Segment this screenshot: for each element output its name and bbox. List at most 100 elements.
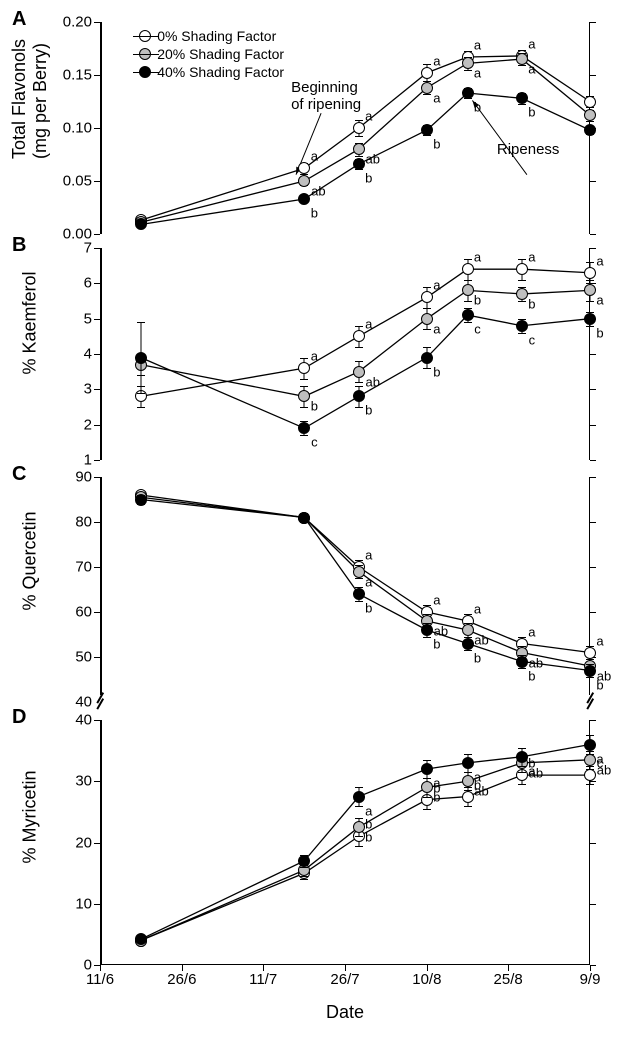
legend-marker — [139, 48, 151, 60]
y-tick — [590, 720, 596, 721]
data-marker — [584, 313, 596, 325]
sig-letter: b — [433, 364, 440, 379]
panel-C: 405060708090aaaaaaababababbbbbb — [100, 477, 590, 702]
sig-letter: a — [528, 62, 535, 77]
data-marker — [298, 162, 310, 174]
panel-label-A: A — [12, 8, 26, 31]
error-cap — [355, 818, 363, 819]
data-marker — [421, 291, 433, 303]
y-tick — [590, 781, 596, 782]
data-marker — [298, 422, 310, 434]
data-marker — [462, 263, 474, 275]
sig-letter: a — [365, 803, 372, 818]
series-lines — [100, 477, 590, 702]
y-tick-label: 70 — [75, 559, 100, 576]
y-tick-label: 90 — [75, 469, 100, 486]
data-marker — [298, 175, 310, 187]
sig-letter: ab — [311, 184, 325, 199]
data-marker — [462, 87, 474, 99]
sig-letter: a — [311, 349, 318, 364]
error-cap — [137, 407, 145, 408]
data-marker — [421, 67, 433, 79]
y-tick-label: 0.20 — [63, 14, 100, 31]
sig-letter: ab — [365, 152, 379, 167]
data-marker — [584, 665, 596, 677]
data-marker — [516, 288, 528, 300]
error-cap — [355, 407, 363, 408]
y-tick — [590, 75, 596, 76]
error-cap — [518, 280, 526, 281]
sig-letter: a — [365, 109, 372, 124]
error-cap — [423, 368, 431, 369]
data-marker — [516, 656, 528, 668]
data-marker — [584, 284, 596, 296]
data-marker — [298, 512, 310, 524]
error-cap — [586, 754, 594, 755]
error-cap — [355, 361, 363, 362]
panel-A: 0.000.050.100.150.20aaaaaababaaabbbbbBeg… — [100, 22, 590, 234]
error-cap — [464, 806, 472, 807]
y-tick — [590, 904, 596, 905]
legend-marker — [139, 30, 151, 42]
y-tick — [590, 234, 596, 235]
series-lines — [100, 248, 590, 460]
y-axis-label-B: % Kaemferol — [20, 335, 41, 375]
error-cap — [518, 333, 526, 334]
y-tick-label: 1 — [84, 452, 100, 469]
y-tick-label: 7 — [84, 240, 100, 257]
sig-letter: a — [365, 548, 372, 563]
sig-letter: a — [311, 149, 318, 164]
sig-letter: a — [433, 321, 440, 336]
y-tick — [590, 248, 596, 249]
sig-letter: a — [596, 253, 603, 268]
y-tick-label: 2 — [84, 416, 100, 433]
error-cap — [586, 769, 594, 770]
data-marker — [462, 57, 474, 69]
data-marker — [353, 390, 365, 402]
data-marker — [298, 390, 310, 402]
y-axis-label-D: % Myricetin — [20, 823, 41, 863]
sig-letter: a — [528, 36, 535, 51]
data-marker — [353, 366, 365, 378]
error-cap — [137, 393, 145, 394]
sig-letter: b — [365, 830, 372, 845]
sig-letter: b — [474, 650, 481, 665]
error-cap — [464, 259, 472, 260]
data-marker — [353, 566, 365, 578]
x-tick-label: 26/7 — [330, 965, 359, 988]
sig-letter: b — [365, 403, 372, 418]
y-tick-label: 6 — [84, 275, 100, 292]
error-cap — [355, 326, 363, 327]
annotation-text: Ripeness — [497, 141, 560, 158]
sig-letter: ab — [474, 784, 488, 799]
panel-B: 1234567aaaaaabababbacbbccb — [100, 248, 590, 460]
sig-letter: a — [474, 602, 481, 617]
error-cap — [586, 735, 594, 736]
error-cap — [137, 322, 145, 323]
x-tick-label: 9/9 — [580, 965, 601, 988]
error-cap — [423, 637, 431, 638]
data-marker — [421, 763, 433, 775]
x-tick-label: 26/6 — [167, 965, 196, 988]
data-marker — [462, 791, 474, 803]
sig-letter: a — [474, 66, 481, 81]
error-cap — [355, 787, 363, 788]
sig-letter: b — [474, 100, 481, 115]
y-tick-label: 5 — [84, 310, 100, 327]
y-tick — [590, 612, 596, 613]
data-marker — [353, 330, 365, 342]
y-tick-label: 3 — [84, 381, 100, 398]
legend-marker — [139, 66, 151, 78]
sig-letter: a — [528, 624, 535, 639]
error-cap — [423, 778, 431, 779]
panel-label-C: C — [12, 463, 26, 486]
error-cap — [300, 879, 308, 880]
error-cap — [518, 772, 526, 773]
error-cap — [423, 64, 431, 65]
data-marker — [353, 122, 365, 134]
sig-letter: c — [529, 332, 536, 347]
error-cap — [464, 790, 472, 791]
data-marker — [584, 647, 596, 659]
sig-letter: a — [365, 317, 372, 332]
error-cap — [518, 65, 526, 66]
